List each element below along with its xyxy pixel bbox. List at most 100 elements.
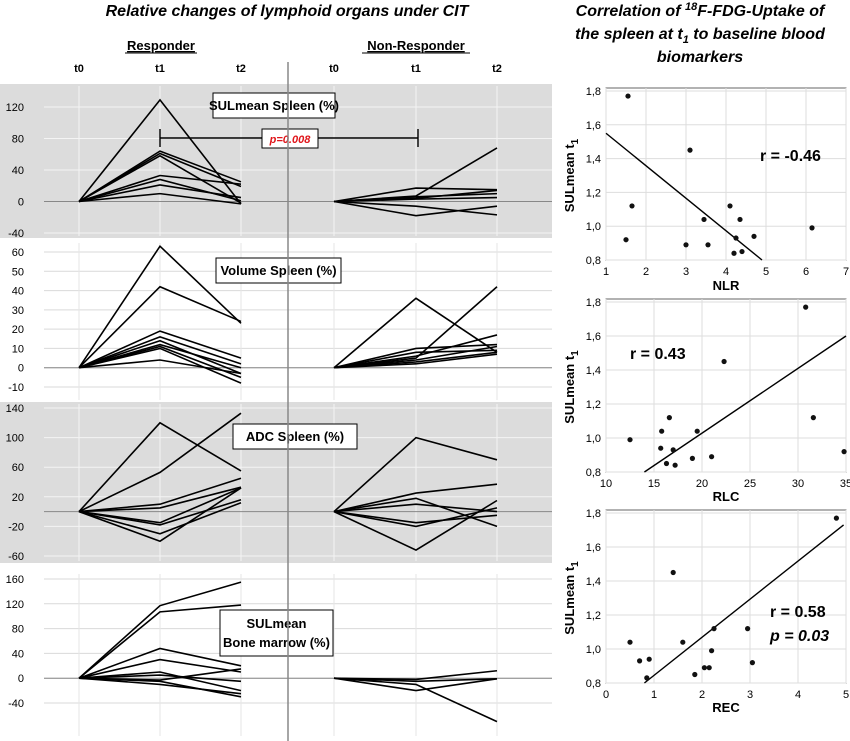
left-title: Relative changes of lymphoid organs unde… bbox=[106, 3, 470, 20]
non-responder-series-line bbox=[333, 677, 498, 723]
data-point bbox=[659, 428, 665, 434]
data-point bbox=[692, 671, 698, 678]
data-point bbox=[701, 216, 707, 223]
data-point bbox=[810, 415, 816, 421]
responder-series-line bbox=[78, 412, 242, 513]
line-panel-4: -40 0 40 80 120 160 SULmean Bone marrow (%) bbox=[6, 574, 552, 736]
x-axis-label: REC bbox=[712, 700, 740, 715]
non-responder-series-line bbox=[333, 507, 498, 528]
y-tick-label: 1,6 bbox=[586, 120, 601, 132]
data-point bbox=[721, 358, 727, 365]
data-point bbox=[709, 648, 715, 654]
data-point bbox=[749, 660, 756, 666]
data-point bbox=[672, 462, 678, 468]
x-tick-label: 3 bbox=[747, 689, 753, 701]
y-tick-label: 50 bbox=[12, 266, 24, 278]
panel-title: ADC Spleen (%) bbox=[246, 429, 344, 444]
y-tick-label: 1,0 bbox=[586, 433, 601, 445]
non-responder-series-line bbox=[333, 343, 498, 369]
panel-title-line-1: SULmean bbox=[247, 616, 307, 631]
data-point bbox=[658, 445, 664, 451]
right-title-line-1: Correlation of 18F-FDG-Uptake of bbox=[576, 1, 826, 20]
y-tick-label: 0 bbox=[18, 673, 24, 685]
x-tick-label: 3 bbox=[683, 266, 689, 278]
y-axis-label: SULmean t1 bbox=[562, 350, 581, 424]
x-tick-label: 2 bbox=[643, 266, 649, 278]
y-tick-label: 60 bbox=[12, 247, 24, 259]
group-label-responder: Responder bbox=[127, 38, 195, 53]
data-point bbox=[694, 428, 700, 434]
data-point bbox=[809, 225, 815, 231]
x-tick-label: 35 bbox=[840, 478, 850, 490]
responder-series-line bbox=[78, 674, 242, 683]
responder-series-line bbox=[78, 339, 242, 375]
scatter-frame bbox=[605, 509, 847, 684]
x-tick-label: 5 bbox=[763, 266, 769, 278]
correlation-p-label: p = 0.03 bbox=[769, 628, 829, 645]
responder-series-line bbox=[78, 477, 242, 513]
data-point bbox=[666, 415, 672, 421]
x-tick-label: 20 bbox=[696, 478, 708, 490]
right-title-line-3: biomarkers bbox=[657, 49, 743, 66]
y-tick-label: 1,8 bbox=[586, 86, 601, 98]
data-point bbox=[701, 665, 708, 671]
data-point bbox=[833, 515, 840, 521]
responder-series-line bbox=[78, 347, 242, 384]
y-tick-label: 1,2 bbox=[586, 399, 601, 411]
data-point bbox=[623, 237, 629, 243]
data-point bbox=[727, 203, 733, 209]
data-point bbox=[687, 147, 693, 153]
responder-series-line bbox=[78, 647, 242, 679]
y-tick-label: 40 bbox=[12, 286, 24, 298]
data-point bbox=[663, 460, 670, 467]
line-panel-3: -60 -20 20 60 100 140 ADC Spleen (%) bbox=[0, 402, 552, 563]
y-tick-label: 1,2 bbox=[586, 187, 601, 199]
responder-series-line bbox=[78, 192, 242, 205]
data-point bbox=[751, 233, 757, 239]
non-responder-series-line bbox=[333, 483, 498, 513]
x-tick-label: 2 bbox=[699, 689, 705, 701]
non-responder-series-line bbox=[333, 353, 498, 369]
right-title-line-2: the spleen at t1 to baseline blood bbox=[575, 26, 826, 46]
y-tick-label: -60 bbox=[8, 551, 24, 563]
data-point bbox=[644, 675, 650, 681]
group-label-non-responder: Non-Responder bbox=[367, 38, 465, 53]
data-point bbox=[706, 665, 712, 671]
y-tick-label: 1,4 bbox=[586, 365, 601, 377]
x-tick-label: 1 bbox=[651, 689, 657, 701]
y-tick-label: 140 bbox=[6, 403, 24, 415]
x-tick-label: 10 bbox=[600, 478, 612, 490]
data-point bbox=[737, 216, 743, 223]
x-axis-label: RLC bbox=[713, 489, 740, 504]
regression-line bbox=[644, 335, 847, 473]
y-tick-label: -20 bbox=[8, 521, 24, 533]
non-responder-series-line bbox=[333, 200, 498, 216]
scatter-panel-2: 10 15 20 25 30 35 0,8 1,0 1,2 1,4 1,6 1,8 RLC SULmean… bbox=[562, 297, 850, 504]
non-responder-series-line bbox=[333, 196, 498, 203]
p-value-box bbox=[261, 128, 319, 149]
responder-series-line bbox=[78, 174, 242, 203]
responder-series-line bbox=[78, 244, 242, 369]
x-tick-label: 4 bbox=[723, 266, 729, 278]
y-tick-label: 0 bbox=[18, 363, 24, 375]
responder-series-line bbox=[78, 285, 242, 369]
y-tick-label: 100 bbox=[6, 433, 24, 445]
y-tick-label: 1,6 bbox=[586, 542, 601, 554]
time-label-responder-t0: t0 bbox=[74, 63, 84, 75]
y-tick-label: 20 bbox=[12, 492, 24, 504]
responder-series-line bbox=[78, 581, 242, 679]
y-tick-label: 20 bbox=[12, 324, 24, 336]
data-point bbox=[731, 250, 737, 256]
data-point bbox=[627, 639, 633, 645]
data-point bbox=[841, 449, 847, 455]
responder-series-line bbox=[78, 330, 242, 369]
y-tick-label: 60 bbox=[12, 462, 24, 474]
responder-series-line bbox=[78, 98, 242, 205]
data-point bbox=[733, 235, 739, 241]
time-label-non-responder-t0: t0 bbox=[329, 63, 339, 75]
panel-title: Volume Spleen (%) bbox=[220, 263, 336, 278]
data-point bbox=[627, 437, 633, 443]
x-tick-label: 4 bbox=[795, 689, 801, 701]
y-tick-label: 1,2 bbox=[586, 610, 601, 622]
